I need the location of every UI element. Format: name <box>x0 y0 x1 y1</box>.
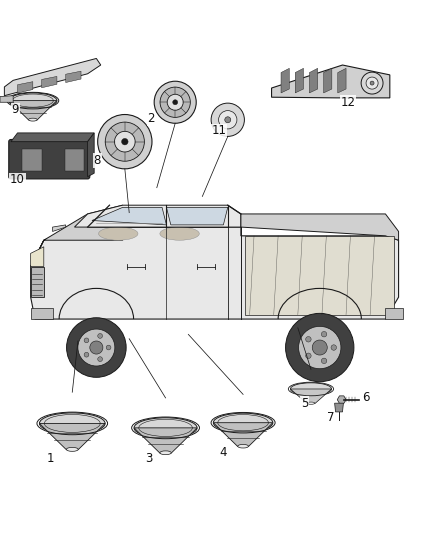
FancyBboxPatch shape <box>9 140 90 179</box>
Circle shape <box>105 122 145 161</box>
Circle shape <box>225 117 231 123</box>
Text: 3: 3 <box>145 452 152 465</box>
Circle shape <box>106 345 111 350</box>
Text: 10: 10 <box>10 173 25 186</box>
Polygon shape <box>134 428 197 453</box>
Polygon shape <box>39 423 105 450</box>
Polygon shape <box>213 423 273 447</box>
Circle shape <box>286 313 354 382</box>
Polygon shape <box>31 227 399 319</box>
Ellipse shape <box>28 118 37 121</box>
Polygon shape <box>18 82 33 93</box>
Polygon shape <box>0 96 13 102</box>
Text: 1: 1 <box>46 452 54 465</box>
Bar <box>65 149 84 172</box>
Polygon shape <box>42 76 57 88</box>
Circle shape <box>90 341 103 354</box>
Polygon shape <box>290 389 332 403</box>
Circle shape <box>154 81 196 123</box>
Circle shape <box>219 111 237 129</box>
Polygon shape <box>337 396 346 403</box>
Polygon shape <box>335 403 343 412</box>
Ellipse shape <box>290 383 332 395</box>
Bar <box>22 149 42 172</box>
Circle shape <box>84 338 89 343</box>
Text: 7: 7 <box>327 411 335 424</box>
Circle shape <box>299 326 341 369</box>
Ellipse shape <box>67 447 78 451</box>
Ellipse shape <box>307 402 315 405</box>
Text: 4: 4 <box>219 446 227 459</box>
Circle shape <box>361 72 383 94</box>
Ellipse shape <box>160 451 171 455</box>
Polygon shape <box>31 308 53 319</box>
Circle shape <box>306 336 311 342</box>
Ellipse shape <box>238 445 248 448</box>
Text: 9: 9 <box>11 103 19 116</box>
Polygon shape <box>31 247 44 266</box>
Ellipse shape <box>99 227 138 240</box>
Circle shape <box>160 87 191 117</box>
Polygon shape <box>324 68 332 93</box>
Polygon shape <box>74 205 241 227</box>
Polygon shape <box>166 207 228 225</box>
Polygon shape <box>338 68 346 93</box>
Ellipse shape <box>134 418 197 438</box>
Circle shape <box>306 353 311 359</box>
Polygon shape <box>92 207 166 225</box>
Ellipse shape <box>9 93 57 108</box>
Text: 6: 6 <box>362 391 370 405</box>
Circle shape <box>321 332 327 337</box>
Ellipse shape <box>160 227 199 240</box>
Circle shape <box>98 334 102 338</box>
Circle shape <box>331 345 336 350</box>
Circle shape <box>366 77 378 89</box>
Text: 2: 2 <box>147 112 155 125</box>
Polygon shape <box>31 205 123 266</box>
Polygon shape <box>309 68 318 93</box>
Polygon shape <box>295 68 304 93</box>
Text: 5: 5 <box>301 397 308 410</box>
Text: 11: 11 <box>212 124 226 137</box>
Ellipse shape <box>39 413 105 434</box>
Circle shape <box>98 115 152 169</box>
Polygon shape <box>281 68 289 93</box>
Polygon shape <box>385 308 403 319</box>
Polygon shape <box>11 133 94 142</box>
Polygon shape <box>272 65 390 98</box>
Circle shape <box>370 81 374 85</box>
Circle shape <box>321 358 327 364</box>
Text: 8: 8 <box>94 154 101 167</box>
Circle shape <box>114 131 135 152</box>
Ellipse shape <box>213 413 273 432</box>
Circle shape <box>67 318 126 377</box>
Circle shape <box>173 100 178 105</box>
Polygon shape <box>88 133 94 177</box>
Circle shape <box>167 94 183 110</box>
Polygon shape <box>53 225 66 231</box>
Circle shape <box>78 329 115 366</box>
Text: 12: 12 <box>341 96 356 109</box>
Circle shape <box>84 352 89 357</box>
Circle shape <box>98 357 102 361</box>
Circle shape <box>122 139 128 145</box>
Bar <box>245 236 394 314</box>
Polygon shape <box>241 214 399 240</box>
Circle shape <box>211 103 244 136</box>
Polygon shape <box>31 266 44 297</box>
Polygon shape <box>9 101 57 120</box>
Circle shape <box>312 340 327 355</box>
Polygon shape <box>4 59 101 96</box>
Polygon shape <box>66 71 81 83</box>
